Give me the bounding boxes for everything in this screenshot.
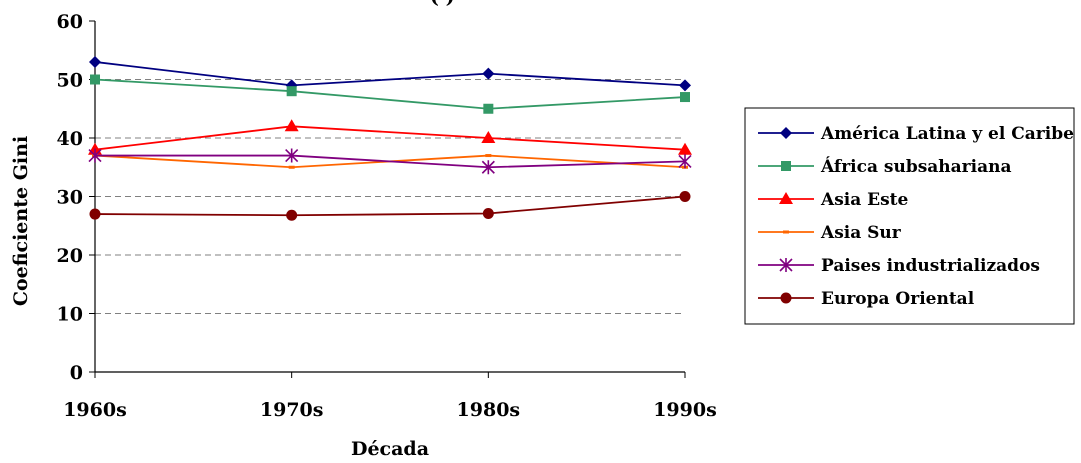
legend-label: América Latina y el Caribe [820,124,1074,144]
legend-item: Paises industrializados [758,256,1040,276]
series-2 [90,74,690,114]
y-tick-label: 30 [57,187,83,209]
data-point [89,55,101,68]
y-tick-labels: 0 10 20 30 40 50 60 [57,11,83,384]
series-3 [88,119,692,155]
data-point [678,154,692,169]
data-point [288,165,295,169]
data-point [680,92,690,103]
grid [95,79,685,314]
y-tick-label: 40 [57,128,83,150]
x-tick-label: 1970s [260,399,324,421]
series-6 [89,191,691,221]
legend-marker [779,258,793,272]
data-point [481,160,495,175]
data-point [90,74,100,85]
legend-marker [781,161,791,171]
data-point [678,142,692,155]
series-line [95,154,686,169]
axes [89,20,686,378]
legend-item: Asia Este [758,190,909,210]
data-point [286,86,297,97]
series-lines [88,55,692,221]
x-tick-label: 1960s [63,399,127,421]
legend-label: Asia Este [820,190,909,210]
data-point [482,67,495,80]
x-axis-title: Década [351,438,429,460]
y-tick-label: 50 [57,70,83,92]
x-tick-label: 1980s [457,399,521,421]
legend-marker [779,192,793,204]
series-5 [88,148,692,175]
series-line [94,195,686,217]
legend-label: Europa Oriental [821,289,975,309]
legend-label: Asia Sur [820,223,902,243]
series-line [94,78,686,110]
data-point [483,103,494,114]
data-point [89,208,101,220]
legend-label: África subsahariana [820,156,1012,177]
y-axis-title: Coeficiente Gini [10,136,32,306]
x-tick-labels: 1960s 1970s 1980s 1990s [63,399,717,421]
series-1 [89,55,691,92]
data-point [485,154,492,158]
legend-marker [780,127,792,139]
legend-item: Asia Sur [758,223,902,243]
x-tick-label: 1990s [653,399,717,421]
y-tick-label: 20 [57,245,83,267]
data-point [88,148,102,163]
chart-title: ( ) [430,0,455,8]
legend-marker [783,230,789,234]
legend: América Latina y el Caribe África subsaha… [744,107,1075,325]
data-point [482,207,494,219]
y-tick-label: 0 [70,362,83,384]
legend-marker [780,292,792,304]
data-point [286,209,298,221]
legend-label: Paises industrializados [821,256,1040,276]
data-point [285,148,299,163]
series-line [94,125,686,151]
series-line [94,61,686,87]
data-point [284,119,299,132]
y-tick-label: 60 [57,11,83,33]
data-point [679,79,691,92]
data-point [679,191,691,202]
legend-item: América Latina y el Caribe [758,124,1074,144]
legend-item: Europa Oriental [758,289,975,309]
legend-box [744,107,1075,325]
y-tick-label: 10 [57,304,83,326]
legend-item: África subsahariana [758,156,1012,177]
data-point [481,131,496,143]
